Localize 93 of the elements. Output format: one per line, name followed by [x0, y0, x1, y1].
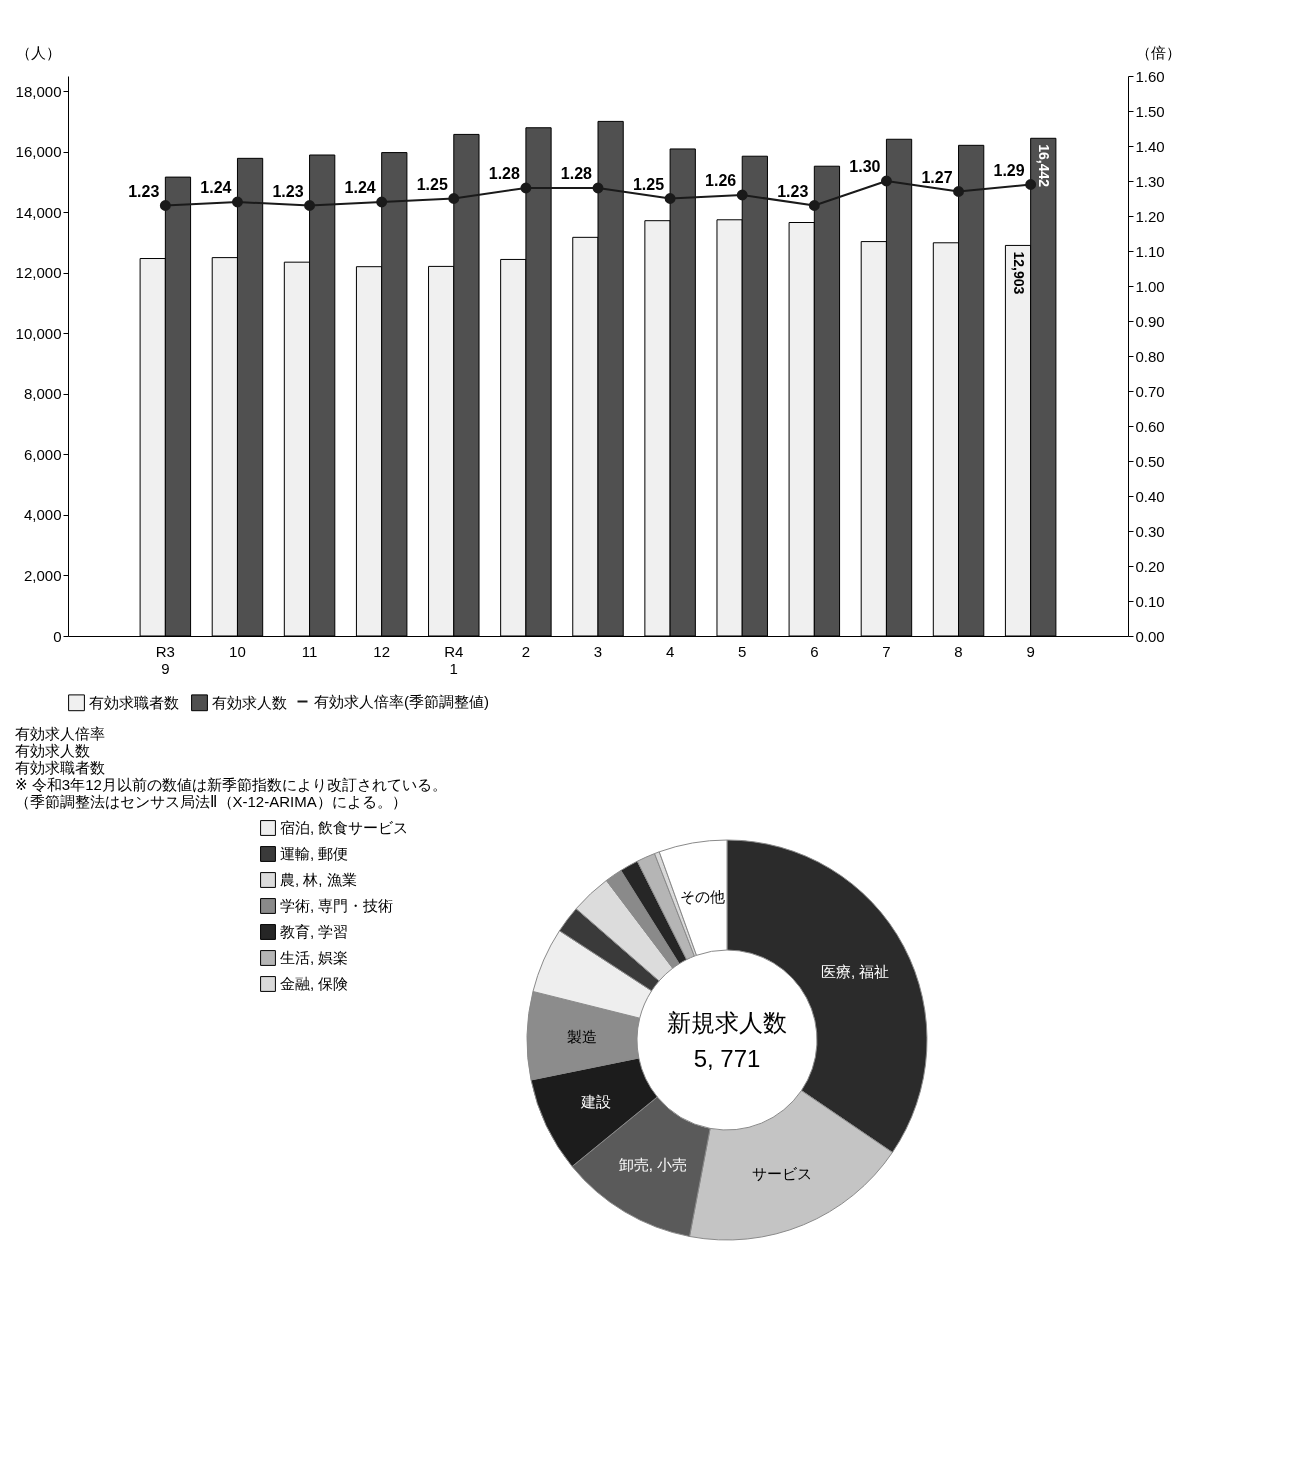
y-tick-label: 12,000 — [15, 264, 62, 282]
point — [448, 193, 460, 204]
legend-label: 有効求人数 — [212, 693, 287, 711]
y-tick-label: 18,000 — [15, 82, 62, 100]
point — [1025, 179, 1037, 190]
data-label: 1.24 — [344, 179, 376, 196]
data-label: 1.29 — [993, 161, 1025, 179]
y2-tick-label: 0.00 — [1135, 627, 1165, 645]
y2-tick-label: 1.30 — [1135, 172, 1165, 190]
data-label: 1.23 — [777, 182, 809, 200]
y2-tick-label: 0.70 — [1135, 382, 1165, 400]
legend-label: 有効求職者数 — [89, 693, 179, 711]
y2-axis-title: （倍） — [1136, 43, 1181, 61]
text: （季節調整法はセンサス局法Ⅱ（X-12-ARIMA）による。） — [15, 793, 407, 810]
data-label: 16,442 — [1036, 144, 1053, 188]
y2-tick-label: 0.80 — [1135, 347, 1165, 365]
y2-tick-label: 1.60 — [1135, 67, 1165, 85]
point — [304, 200, 316, 211]
point — [953, 186, 965, 197]
legend-label: 金融, 保険 — [280, 975, 349, 992]
slice-label: 製造 — [567, 1027, 598, 1045]
point — [159, 200, 171, 211]
data-label: 12,903 — [1011, 251, 1028, 295]
point — [808, 200, 820, 211]
point — [376, 196, 388, 208]
y2-tick-label: 0.40 — [1135, 487, 1165, 505]
point — [736, 189, 748, 201]
y-tick-label: 0 — [53, 627, 62, 645]
x-tick-label: 12 — [373, 642, 391, 660]
x-tick-label: 4 — [665, 642, 675, 660]
x-tick-label: R4 1 — [444, 642, 464, 677]
slice-label: その他 — [679, 888, 725, 906]
x-tick-label: 6 — [810, 642, 819, 660]
point — [231, 196, 243, 208]
data-label: 1.23 — [128, 182, 160, 200]
data-label: 1.24 — [200, 179, 232, 196]
legend-label: 生活, 娯楽 — [280, 949, 349, 966]
x-tick-label: 5 — [738, 642, 747, 660]
y2-tick-label: 1.00 — [1135, 277, 1165, 295]
data-label: 1.27 — [921, 168, 953, 186]
point — [520, 182, 532, 194]
data-label: 1.30 — [849, 158, 881, 175]
y2-tick-label: 1.10 — [1135, 242, 1165, 260]
x-tick-label: 10 — [229, 642, 246, 660]
y2-tick-label: 0.90 — [1135, 312, 1165, 330]
text: 5, 771 — [693, 1045, 761, 1072]
y2-tick-label: 0.20 — [1135, 557, 1165, 575]
legend-label: 学術, 専門・技術 — [280, 897, 394, 914]
text: 有効求職者数 — [15, 759, 106, 776]
data-label: 1.28 — [560, 165, 593, 182]
point — [592, 182, 604, 194]
data-label: 1.26 — [705, 172, 737, 189]
point — [664, 193, 676, 204]
x-tick-label: 3 — [593, 642, 603, 660]
slice-label: 建設 — [579, 1093, 611, 1111]
point — [880, 175, 892, 187]
x-tick-label: R3 9 — [155, 642, 175, 677]
y2-tick-label: 1.40 — [1135, 137, 1165, 155]
text: 有効求人倍率 — [15, 725, 106, 742]
x-tick-label: 8 — [954, 642, 963, 660]
y-tick-label: 2,000 — [23, 566, 62, 584]
text: ※ 令和3年12月以前の数値は新季節指数により改訂されている。 — [15, 776, 447, 793]
y2-tick-label: 0.30 — [1135, 522, 1165, 540]
y-tick-label: 4,000 — [23, 506, 62, 524]
y2-tick-label: 0.50 — [1135, 452, 1165, 470]
y-tick-label: 16,000 — [15, 143, 62, 161]
text: 有効求人数 — [15, 742, 91, 759]
x-tick-label: 9 — [1026, 642, 1035, 660]
y2-tick-label: 0.60 — [1135, 417, 1165, 435]
y2-tick-label: 1.50 — [1135, 102, 1165, 120]
legend-label: 有効求人倍率(季節調整値) — [314, 692, 489, 710]
slice-label: 医療, 福祉 — [820, 963, 890, 981]
data-label: 1.25 — [632, 175, 665, 193]
text: 新規求人数 — [667, 1009, 787, 1036]
y-tick-label: 10,000 — [15, 324, 62, 342]
x-tick-label: 11 — [301, 642, 318, 660]
data-label: 1.28 — [488, 165, 520, 182]
x-tick-label: 2 — [521, 642, 531, 660]
slice-label: 卸売, 小売 — [618, 1155, 687, 1173]
legend-label: 宿泊, 飲食サービス — [280, 819, 409, 836]
slice-label: サービス — [752, 1164, 813, 1182]
data-label: 1.25 — [416, 175, 448, 193]
y2-tick-label: 1.20 — [1135, 207, 1165, 225]
x-tick-label: 7 — [882, 642, 891, 660]
data-label: 1.23 — [272, 182, 304, 200]
y2-tick-label: 0.10 — [1135, 592, 1165, 610]
y-tick-label: 8,000 — [23, 385, 62, 403]
legend-label: 運輸, 郵便 — [280, 845, 349, 862]
y-tick-label: 6,000 — [23, 445, 62, 463]
legend-label: 農, 林, 漁業 — [280, 871, 357, 888]
legend-label: 教育, 学習 — [280, 923, 349, 940]
y-tick-label: 14,000 — [15, 203, 62, 221]
y-axis-title: （人） — [16, 43, 61, 61]
